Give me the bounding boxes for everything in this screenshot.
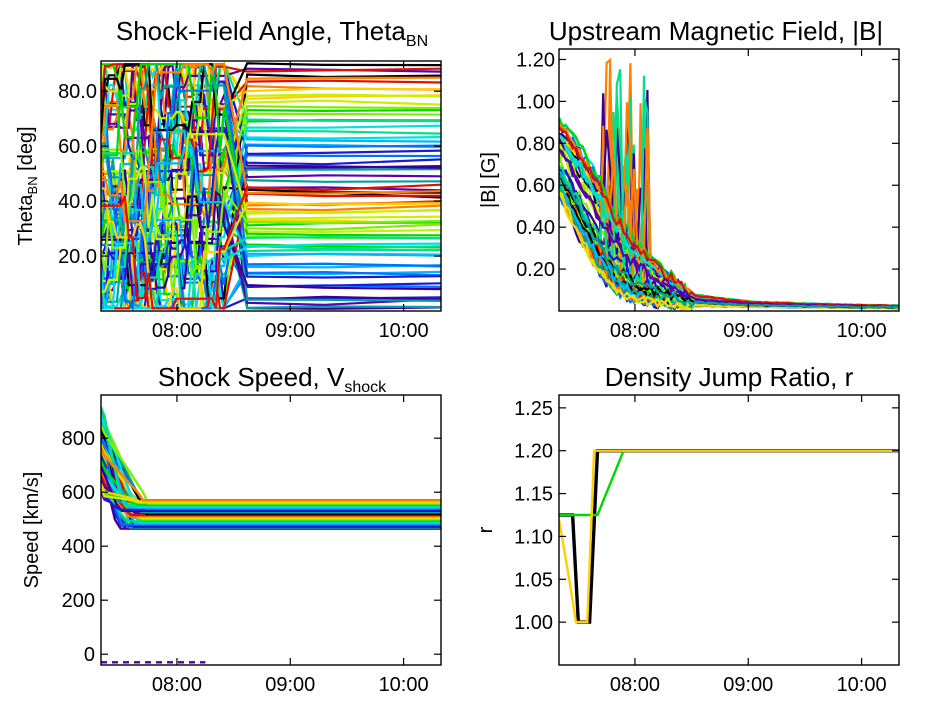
trace-line xyxy=(559,174,899,309)
y-tick-label: 0.60 xyxy=(516,175,555,197)
y-axis-label: r xyxy=(475,526,497,533)
trace-group xyxy=(101,406,441,664)
plot-area xyxy=(558,48,900,312)
plot-area xyxy=(558,394,900,666)
x-tick-label: 09:00 xyxy=(723,674,773,696)
y-tick-label: 1.05 xyxy=(514,569,553,591)
plot-frame xyxy=(100,60,442,312)
panel-theta-bn: Shock-Field Angle, ThetaBN 20.0 40.0 60.0 8… xyxy=(15,16,442,342)
chart-title: Shock Speed, Vshock xyxy=(158,362,387,396)
x-axis: 08:00 09:00 10:00 xyxy=(152,61,429,342)
x-tick-label: 09:00 xyxy=(723,320,773,342)
x-tick-label: 09:00 xyxy=(265,674,315,696)
trace-line xyxy=(101,448,441,507)
y-tick-label: 0.80 xyxy=(516,133,555,155)
panel-magnetic-field: Upstream Magnetic Field, |B| 0.20 0.40 0.6… xyxy=(478,16,900,342)
x-axis: 08:00 09:00 10:00 xyxy=(610,395,887,696)
y-tick-label: 1.10 xyxy=(514,526,553,548)
y-tick-label: 0 xyxy=(84,644,95,666)
y-axis: 20.0 40.0 60.0 80.0 xyxy=(58,81,441,268)
x-axis: 08:00 09:00 10:00 xyxy=(610,49,887,342)
x-tick-label: 10:00 xyxy=(379,674,429,696)
y-axis-label: ThetaBN [deg] xyxy=(15,126,40,245)
chart-title: Shock-Field Angle, ThetaBN xyxy=(116,16,428,50)
trace-line xyxy=(101,183,441,310)
y-tick-label: 200 xyxy=(62,590,95,612)
trace-line xyxy=(101,440,441,504)
series-line xyxy=(559,449,899,624)
y-axis-label: Speed [km/s] xyxy=(21,472,43,589)
y-axis: 0 200 400 600 800 xyxy=(62,428,441,666)
x-tick-label: 10:00 xyxy=(837,320,887,342)
trace-group xyxy=(559,57,899,311)
y-tick-label: 60.0 xyxy=(58,136,97,158)
chart-title: Density Jump Ratio, r xyxy=(605,362,854,392)
trace-line xyxy=(101,433,441,509)
y-axis-label: |B| [G] xyxy=(478,152,500,208)
y-tick-label: 0.40 xyxy=(516,217,555,239)
y-tick-label: 400 xyxy=(62,536,95,558)
x-tick-label: 09:00 xyxy=(265,320,315,342)
y-tick-label: 0.20 xyxy=(516,259,555,281)
trace-line xyxy=(101,63,441,217)
trace-line xyxy=(101,115,441,276)
trace-line xyxy=(101,483,441,503)
trace-line xyxy=(101,190,441,291)
y-tick-label: 1.20 xyxy=(516,49,555,71)
y-tick-label: 1.20 xyxy=(514,441,553,463)
x-tick-label: 08:00 xyxy=(610,320,660,342)
trace-line xyxy=(101,133,441,293)
trace-group xyxy=(101,61,441,311)
x-axis: 08:00 09:00 10:00 xyxy=(152,395,429,696)
trace-line xyxy=(101,424,441,505)
x-tick-label: 10:00 xyxy=(379,320,429,342)
trace-line xyxy=(101,447,441,502)
trace-line xyxy=(101,421,441,509)
y-tick-label: 800 xyxy=(62,428,95,450)
trace-line xyxy=(101,63,441,227)
y-tick-label: 20.0 xyxy=(58,246,97,268)
trace-line xyxy=(101,208,441,300)
trace-line xyxy=(101,241,441,310)
trace-group xyxy=(559,449,899,624)
panel-density-jump: Density Jump Ratio, r 1.001.051.101.151.… xyxy=(475,362,900,696)
y-axis: 1.00 1.05 1.10 1.15 1.20 1.25 xyxy=(514,398,899,634)
plot-frame xyxy=(558,394,900,666)
y-tick-label: 600 xyxy=(62,482,95,504)
chart-title: Upstream Magnetic Field, |B| xyxy=(549,16,883,46)
y-tick-label: 1.25 xyxy=(514,398,553,420)
y-tick-label: 1.00 xyxy=(514,612,553,634)
plot-area xyxy=(100,394,442,666)
trace-line xyxy=(101,425,441,503)
y-tick-label: 40.0 xyxy=(58,191,97,213)
trace-line xyxy=(101,437,441,502)
x-tick-label: 08:00 xyxy=(152,320,202,342)
trace-line xyxy=(559,148,899,309)
x-tick-label: 08:00 xyxy=(610,674,660,696)
y-tick-label: 1.15 xyxy=(514,484,553,506)
trace-line xyxy=(101,406,441,507)
trace-line xyxy=(101,63,441,223)
trace-line xyxy=(101,63,441,173)
trace-line xyxy=(101,415,441,508)
trace-line xyxy=(101,436,441,510)
plot-frame xyxy=(558,48,900,312)
x-tick-label: 10:00 xyxy=(837,674,887,696)
y-tick-label: 1.00 xyxy=(516,91,555,113)
series-line xyxy=(559,449,899,517)
plot-frame xyxy=(100,394,442,666)
series-line xyxy=(559,449,899,624)
x-tick-label: 08:00 xyxy=(152,674,202,696)
plot-area xyxy=(100,60,442,312)
y-tick-label: 80.0 xyxy=(58,81,97,103)
y-axis: 0.20 0.40 0.60 0.80 1.00 1.20 xyxy=(516,49,899,281)
